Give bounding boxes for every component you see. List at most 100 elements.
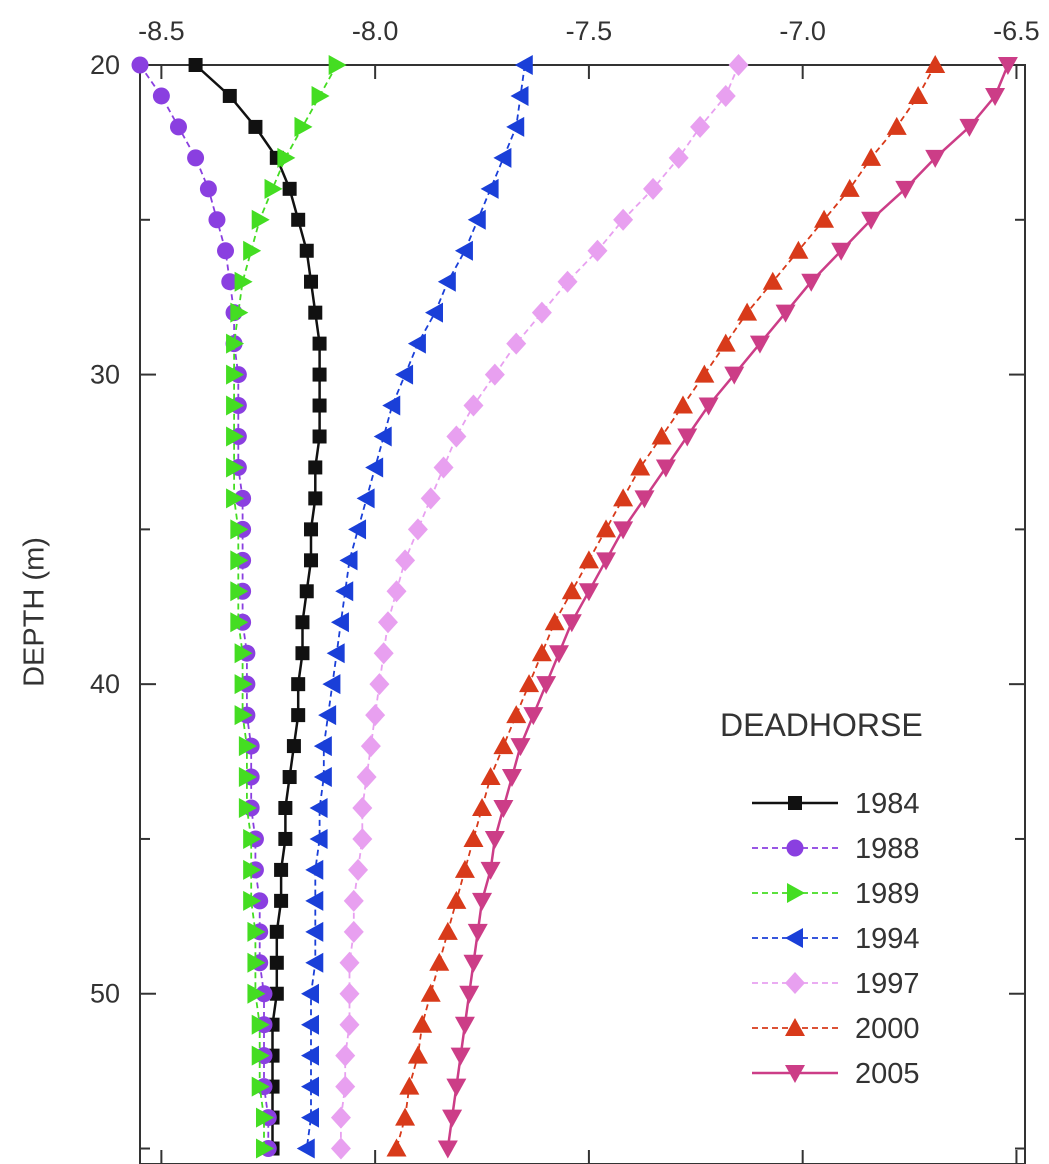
legend-entry-1984: 1984: [752, 788, 920, 820]
data-point: [295, 615, 310, 630]
data-point: [188, 58, 203, 72]
data-point: [446, 890, 467, 909]
legend-entry-2000: 2000: [752, 1013, 920, 1045]
data-point: [311, 85, 330, 106]
data-point: [301, 1014, 320, 1035]
data-point: [446, 1078, 467, 1097]
legend-marker: [786, 839, 804, 857]
data-point: [295, 646, 310, 661]
data-point: [247, 921, 266, 942]
data-point: [313, 767, 332, 788]
data-point: [226, 364, 245, 385]
data-point: [312, 367, 327, 382]
data-point: [251, 1014, 270, 1035]
data-point: [925, 55, 946, 73]
data-point: [226, 457, 245, 478]
data-point: [762, 271, 783, 290]
legend-marker: [785, 1018, 805, 1036]
data-point: [221, 273, 239, 291]
data-point: [230, 612, 249, 633]
y-tick-label: 50: [90, 979, 120, 1009]
data-point: [318, 705, 337, 726]
data-point: [506, 332, 527, 355]
data-point: [304, 522, 319, 537]
data-point: [395, 1107, 416, 1126]
legend-label: 1994: [855, 923, 920, 955]
data-point: [339, 951, 360, 974]
data-point: [243, 859, 262, 880]
data-point: [672, 395, 693, 414]
data-point: [238, 797, 257, 818]
data-point: [407, 1045, 428, 1064]
y-axis: 20 30 40 50: [90, 50, 1025, 1150]
data-point: [226, 488, 245, 509]
data-point: [484, 830, 505, 849]
data-point: [301, 1045, 320, 1066]
data-point: [997, 57, 1018, 75]
data-point: [339, 1013, 360, 1036]
legend-marker: [785, 928, 803, 948]
legend-entry-2005: 2005: [752, 1058, 920, 1090]
data-point: [651, 426, 672, 445]
data-point: [459, 985, 480, 1004]
data-point: [480, 178, 499, 199]
data-point: [305, 952, 324, 973]
data-point: [715, 84, 736, 107]
data-point: [613, 208, 634, 231]
data-point: [467, 923, 488, 942]
data-point: [801, 273, 822, 292]
data-point: [454, 1016, 475, 1035]
data-point: [243, 240, 262, 261]
data-point: [308, 491, 323, 506]
data-point: [291, 708, 306, 723]
data-point: [255, 1107, 274, 1128]
data-point: [243, 828, 262, 849]
data-point: [208, 211, 226, 229]
data-point: [420, 983, 441, 1002]
data-point: [301, 1076, 320, 1097]
data-point: [343, 889, 364, 912]
data-point: [348, 858, 369, 881]
data-point: [278, 831, 293, 846]
data-point: [510, 85, 529, 106]
legend-entry-1989: 1989: [752, 878, 920, 910]
data-point: [356, 488, 375, 509]
legend: DEADHORSE 1984 1988 1989 1994 1997 2000 2005: [720, 707, 923, 1090]
data-point: [715, 333, 736, 352]
data-point: [312, 398, 327, 413]
data-point: [230, 581, 249, 602]
data-point: [301, 1107, 320, 1128]
data-point: [425, 302, 443, 323]
data-point: [335, 1075, 356, 1098]
data-point: [251, 1045, 270, 1066]
data-point: [480, 767, 501, 786]
data-point: [238, 767, 257, 788]
data-point: [463, 394, 484, 417]
data-point: [308, 460, 323, 475]
data-point: [301, 983, 320, 1004]
data-point: [360, 735, 381, 758]
data-point: [328, 55, 347, 75]
data-point: [643, 177, 664, 200]
data-point: [322, 674, 341, 695]
data-point: [131, 56, 149, 74]
series-layer: [131, 54, 1018, 1160]
data-point: [294, 116, 313, 137]
y-tick-label: 30: [90, 360, 120, 390]
data-point: [407, 518, 428, 541]
data-point: [348, 519, 367, 540]
data-point: [247, 952, 266, 973]
legend-entry-1994: 1994: [752, 923, 920, 955]
data-point: [169, 118, 187, 136]
data-point: [296, 1138, 315, 1159]
data-point: [356, 766, 377, 789]
data-point: [749, 335, 770, 354]
legend-marker: [785, 1065, 805, 1083]
data-point: [861, 147, 882, 166]
data-point: [437, 271, 456, 292]
data-point: [343, 920, 364, 943]
data-point: [480, 861, 501, 880]
data-point: [352, 827, 373, 850]
data-point: [377, 611, 398, 634]
